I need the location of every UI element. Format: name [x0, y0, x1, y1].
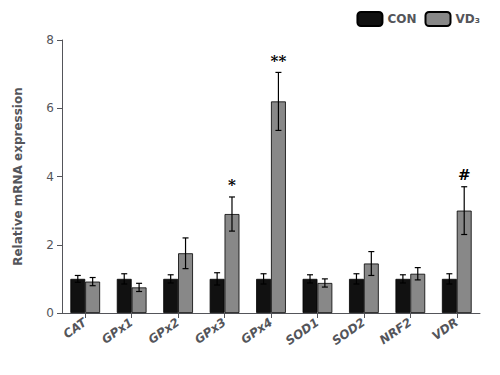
svg-text:VDR: VDR — [429, 315, 460, 343]
svg-text:NRF2: NRF2 — [377, 315, 414, 347]
svg-text:0: 0 — [46, 306, 54, 320]
svg-text:6: 6 — [46, 101, 54, 115]
svg-text:VD₃: VD₃ — [455, 12, 480, 26]
svg-text:GPx2: GPx2 — [146, 315, 182, 346]
svg-text:GPx3: GPx3 — [192, 315, 228, 346]
svg-text:GPx4: GPx4 — [239, 315, 275, 346]
svg-text:SOD1: SOD1 — [283, 315, 321, 348]
svg-text:4: 4 — [46, 170, 54, 184]
svg-text:#: # — [458, 166, 471, 184]
svg-text:*: * — [228, 176, 236, 194]
svg-text:8: 8 — [46, 33, 54, 47]
svg-text:CON: CON — [387, 12, 416, 26]
svg-text:**: ** — [271, 52, 287, 70]
svg-text:SOD2: SOD2 — [329, 315, 367, 348]
svg-text:GPx1: GPx1 — [99, 315, 135, 346]
svg-text:2: 2 — [46, 238, 54, 252]
svg-text:CAT: CAT — [61, 315, 90, 341]
svg-text:Relative mRNA expression: Relative mRNA expression — [11, 87, 25, 266]
